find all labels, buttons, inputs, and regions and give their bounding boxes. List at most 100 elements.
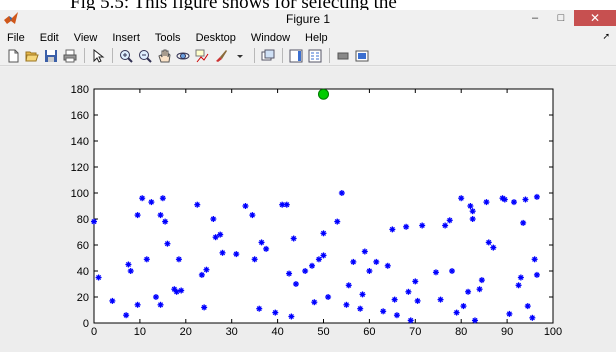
menu-window[interactable]: Window	[250, 31, 291, 44]
menu-tools[interactable]: Tools	[154, 31, 181, 44]
data-point-marker[interactable]	[529, 314, 536, 321]
menu-desktop[interactable]: Desktop	[195, 31, 236, 44]
pan-icon[interactable]	[155, 47, 172, 64]
data-point-marker[interactable]	[345, 282, 352, 289]
data-point-marker[interactable]	[449, 268, 456, 274]
print-icon[interactable]	[61, 47, 78, 64]
data-point-marker[interactable]	[350, 258, 357, 265]
data-point-marker[interactable]	[458, 195, 465, 202]
select-arrow-icon[interactable]	[89, 47, 106, 64]
maximize-button[interactable]: □	[557, 12, 565, 24]
data-point-marker[interactable]	[533, 271, 540, 278]
data-point-marker[interactable]	[157, 301, 164, 308]
data-point-marker[interactable]	[311, 299, 318, 306]
data-point-marker[interactable]	[391, 296, 398, 303]
save-icon[interactable]	[42, 47, 59, 64]
menu-insert[interactable]: Insert	[112, 31, 140, 44]
data-point-marker[interactable]	[357, 305, 364, 312]
data-point-marker[interactable]	[242, 203, 249, 209]
title-bar[interactable]: Figure 1 – □ ✕	[0, 10, 616, 28]
data-point-marker[interactable]	[478, 277, 485, 284]
data-point-marker[interactable]	[178, 287, 185, 294]
data-point-marker[interactable]	[366, 268, 373, 274]
data-point-marker[interactable]	[127, 268, 134, 274]
data-point-marker[interactable]	[467, 203, 474, 209]
data-point-marker[interactable]	[460, 303, 467, 310]
data-point-marker[interactable]	[212, 234, 219, 241]
new-figure-icon[interactable]	[4, 47, 21, 64]
data-point-marker[interactable]	[251, 256, 258, 263]
data-point-marker[interactable]	[469, 216, 476, 222]
data-point-marker[interactable]	[389, 226, 396, 233]
data-point-marker[interactable]	[263, 245, 270, 252]
data-point-marker[interactable]	[485, 239, 492, 246]
data-point-marker[interactable]	[490, 244, 497, 251]
menu-view[interactable]: View	[73, 31, 98, 44]
data-point-marker[interactable]	[292, 281, 299, 287]
data-point-marker[interactable]	[219, 249, 226, 256]
data-point-marker[interactable]	[164, 240, 171, 247]
data-point-marker[interactable]	[419, 222, 426, 229]
menu-edit[interactable]: Edit	[39, 31, 59, 44]
data-point-marker[interactable]	[175, 256, 182, 263]
menu-dock-arrow-icon[interactable]: ➚	[602, 31, 610, 41]
data-point-marker[interactable]	[533, 193, 540, 200]
data-point-marker[interactable]	[437, 296, 444, 303]
data-point-marker[interactable]	[201, 304, 208, 311]
data-point-marker[interactable]	[210, 216, 217, 222]
data-point-marker[interactable]	[334, 218, 341, 225]
data-point-marker[interactable]	[315, 256, 322, 263]
menu-file[interactable]: File	[7, 31, 25, 44]
data-point-marker[interactable]	[325, 294, 332, 300]
data-point-marker[interactable]	[393, 312, 400, 319]
brush-icon[interactable]	[212, 47, 229, 64]
data-point-marker[interactable]	[309, 262, 316, 269]
data-point-marker[interactable]	[524, 303, 531, 310]
data-point-marker[interactable]	[95, 274, 102, 281]
highlight-point-marker[interactable]	[318, 88, 329, 100]
data-point-marker[interactable]	[194, 201, 201, 208]
data-point-marker[interactable]	[338, 190, 345, 196]
menu-help[interactable]: Help	[305, 31, 328, 44]
data-point-marker[interactable]	[320, 252, 327, 259]
data-point-marker[interactable]	[217, 231, 224, 238]
data-point-marker[interactable]	[361, 248, 368, 255]
data-point-marker[interactable]	[159, 195, 166, 202]
scatter-plot[interactable]: 0 10 20 30 40 50 60 70 80 90 100 0 20 40 60 80 100 120 140…	[0, 67, 616, 352]
data-point-marker[interactable]	[517, 274, 524, 281]
data-point-marker[interactable]	[446, 217, 453, 224]
data-point-marker[interactable]	[290, 235, 297, 242]
data-point-marker[interactable]	[501, 196, 508, 203]
data-point-marker[interactable]	[520, 219, 527, 226]
data-point-marker[interactable]	[134, 301, 141, 308]
minimize-button[interactable]: –	[531, 12, 539, 24]
legend-icon[interactable]	[306, 47, 323, 64]
dropdown-arrow-icon[interactable]	[231, 47, 248, 64]
data-point-marker[interactable]	[405, 288, 412, 295]
hide-tools-icon[interactable]	[334, 47, 351, 64]
zoom-out-icon[interactable]	[136, 47, 153, 64]
data-point-marker[interactable]	[510, 199, 517, 206]
data-point-marker[interactable]	[476, 286, 483, 293]
axes-box[interactable]	[93, 88, 554, 324]
data-point-marker[interactable]	[233, 251, 240, 258]
show-tools-icon[interactable]	[353, 47, 370, 64]
data-point-marker[interactable]	[198, 271, 205, 278]
data-point-marker[interactable]	[302, 268, 309, 274]
data-point-marker[interactable]	[483, 199, 490, 206]
data-point-marker[interactable]	[471, 317, 478, 324]
data-point-marker[interactable]	[453, 309, 460, 316]
data-point-marker[interactable]	[91, 218, 97, 225]
data-point-marker[interactable]	[522, 196, 529, 203]
data-point-marker[interactable]	[134, 212, 141, 219]
rotate-3d-icon[interactable]	[174, 47, 191, 64]
data-point-marker[interactable]	[249, 212, 256, 219]
link-plot-icon[interactable]	[259, 47, 276, 64]
data-point-marker[interactable]	[403, 223, 410, 230]
data-point-marker[interactable]	[465, 288, 472, 295]
data-point-marker[interactable]	[432, 269, 439, 276]
data-cursor-icon[interactable]	[193, 47, 210, 64]
data-point-marker[interactable]	[412, 278, 419, 285]
data-point-marker[interactable]	[506, 310, 513, 317]
data-point-marker[interactable]	[256, 305, 263, 312]
